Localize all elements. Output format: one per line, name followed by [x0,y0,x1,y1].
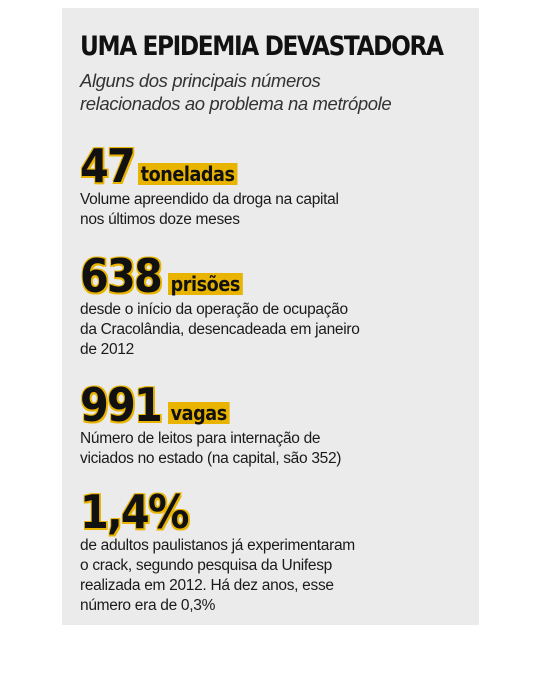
stat-beds: 991 vagas Número de leitos para internaç… [80,379,465,469]
stat-description-line: Volume apreendido da droga na capital [80,191,339,208]
stat-headline: 47 toneladas [80,139,465,193]
stat-description-line: o crack, segundo pesquisa da Unifesp [80,557,333,574]
stat-description-line: número era de 0,3% [80,597,216,614]
stat-description-line: Número de leitos para internação de [80,430,321,447]
stat-drug-seized: 47 toneladas Volume apreendido da droga … [80,140,465,230]
stat-number: 991 [80,378,163,432]
subtitle-line-2: relacionados ao problema na metrópole [80,93,392,114]
stat-description-line: viciados no estado (na capital, são 352) [80,450,342,467]
stat-description: Número de leitos para internação de vici… [80,429,465,469]
stat-headline: 638 prisões [80,249,465,303]
stat-description: Volume apreendido da droga na capital no… [80,190,465,230]
stat-description-line: desde o início da operação de ocupação [80,301,348,318]
stat-unit: prisões [168,273,243,295]
subtitle: Alguns dos principais números relacionad… [80,69,465,115]
stat-description-line: realizada em 2012. Há dez anos, esse [80,577,334,594]
stat-arrests: 638 prisões desde o início da operação d… [80,250,465,360]
stat-headline: 991 vagas [80,378,465,432]
stat-description-line: de 2012 [80,341,134,358]
page-title: UMA EPIDEMIA DEVASTADORA [80,31,444,62]
infographic-panel: UMA EPIDEMIA DEVASTADORA Alguns dos prin… [62,8,479,625]
stat-unit: toneladas [138,163,238,185]
stat-description: de adultos paulistanos já experimentaram… [80,536,465,616]
subtitle-line-1: Alguns dos principais números [80,70,321,91]
stat-number: 47 [80,139,136,193]
stat-description-line: de adultos paulistanos já experimentaram [80,537,355,554]
stat-number: 638 [80,249,163,303]
stat-unit: vagas [168,402,230,424]
stat-headline: 1,4% [80,485,465,539]
stat-number: 1,4% [80,485,189,539]
stat-description: desde o início da operação de ocupação d… [80,300,465,360]
stat-description-line: da Cracolândia, desencadeada em janeiro [80,321,360,338]
stat-crack-users: 1,4% de adultos paulistanos já experimen… [80,486,465,616]
stat-description-line: nos últimos doze meses [80,211,240,228]
